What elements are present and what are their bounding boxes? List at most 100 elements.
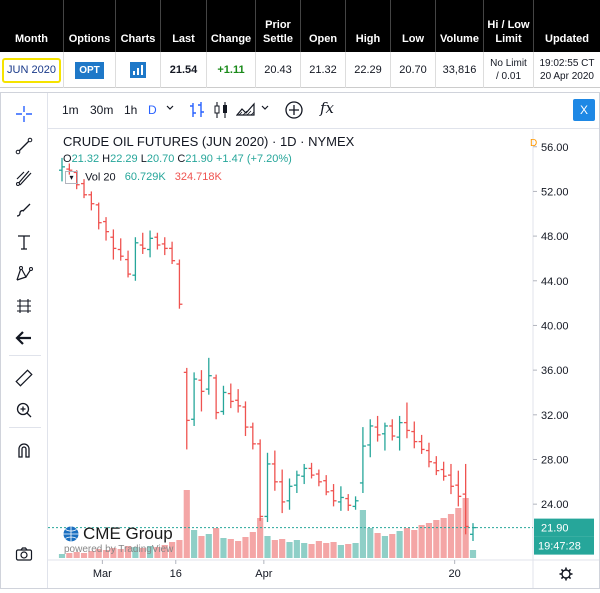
- header-change: Change: [206, 0, 255, 52]
- area-style-icon[interactable]: [235, 100, 256, 123]
- bars-style-icon[interactable]: [188, 100, 206, 123]
- bar-chart-icon[interactable]: [130, 62, 146, 78]
- ohlc-bar: [205, 357, 212, 395]
- gear-tooth: [560, 576, 564, 580]
- volume-bar: [447, 514, 455, 558]
- high-legend-value: 22.29: [110, 153, 138, 165]
- header-charts: Charts: [115, 0, 160, 52]
- volume-bar: [88, 551, 95, 558]
- updated-value: 19:02:55 CT 20 Apr 2020: [533, 52, 600, 88]
- high-value: 22.29: [345, 52, 390, 88]
- compare-add-icon[interactable]: [284, 100, 304, 123]
- ohlc-bar: [264, 452, 271, 523]
- volume-bar: [389, 534, 396, 558]
- volume-bar: [359, 510, 366, 558]
- quotes-header: Month Options Charts Last Change Prior S…: [0, 0, 600, 52]
- volume-bar: [80, 553, 88, 558]
- ohlc-bar: [213, 374, 220, 420]
- ohlc-bar: [367, 419, 374, 458]
- magnet-icon[interactable]: [13, 439, 35, 461]
- volume-bar: [352, 543, 359, 558]
- prediction-tool-icon[interactable]: [13, 295, 35, 317]
- trend-line-icon[interactable]: [13, 135, 35, 157]
- volume-bar: [102, 550, 110, 558]
- price-chart[interactable]: 56.00 52.00 48.00 44.00 40.00 36.00 32.00 28.00…: [48, 130, 599, 588]
- ohlc-bar: [279, 469, 286, 514]
- volume-bar: [198, 536, 205, 558]
- ohlc-bar: [411, 421, 418, 449]
- crosshair-icon[interactable]: [13, 103, 35, 125]
- cme-logo: CME Group: [62, 524, 173, 544]
- volume-bar: [257, 518, 264, 558]
- globe-icon: [63, 526, 79, 542]
- volume-bar: [58, 554, 66, 558]
- brush-icon[interactable]: [13, 199, 35, 221]
- ohlc-bar: [425, 442, 432, 468]
- chevron-down-icon[interactable]: [260, 102, 270, 117]
- interval-1h[interactable]: 1h: [124, 103, 138, 117]
- header-low: Low: [390, 0, 435, 52]
- pattern-tool-icon[interactable]: [13, 263, 35, 285]
- volume-bar: [124, 546, 132, 558]
- header-updated: Updated: [533, 0, 600, 52]
- chart-canvas[interactable]: 56.00 52.00 48.00 44.00 40.00 36.00 32.00 28.00…: [48, 130, 599, 588]
- ohlc-bar: [345, 494, 352, 511]
- low-legend-value: 20.70: [146, 153, 175, 165]
- opt-button[interactable]: OPT: [75, 61, 104, 79]
- chevron-down-icon[interactable]: [165, 102, 175, 117]
- ohlc-bar: [169, 241, 176, 265]
- volume-bar: [330, 542, 337, 558]
- volume-bar: [403, 528, 411, 558]
- gear-icon: [561, 569, 571, 579]
- header-volume: Volume: [435, 0, 483, 52]
- ohlc-bar: [117, 238, 124, 261]
- ohlc-bar: [110, 229, 117, 260]
- fib-tool-icon[interactable]: [13, 167, 35, 189]
- zoom-in-icon[interactable]: [13, 399, 35, 421]
- close-button[interactable]: X: [573, 99, 595, 121]
- ohlc-bar: [330, 484, 337, 507]
- volume-bar: [213, 528, 220, 558]
- ohlc-bar: [293, 470, 300, 493]
- interval-d[interactable]: D: [148, 103, 157, 117]
- ohlc-bar: [73, 170, 80, 190]
- back-arrow-icon[interactable]: [13, 327, 35, 349]
- price-tick-label: 32.00: [541, 410, 569, 422]
- ruler-icon[interactable]: [13, 367, 35, 389]
- quote-row: JUN 2020 OPT 21.54 +1.11 20.43 21.32 22.…: [0, 52, 600, 88]
- interval-30m[interactable]: 30m: [90, 103, 114, 117]
- volume-bar: [279, 539, 286, 558]
- ohlc-bar: [161, 237, 168, 256]
- text-tool-icon[interactable]: [13, 231, 35, 253]
- volume-value: 33,816: [435, 52, 483, 88]
- month-link[interactable]: JUN 2020: [2, 57, 61, 83]
- ohlc-legend: O21.32 H22.29 L20.70 C21.90 +1.47 (+7.20…: [63, 153, 292, 165]
- indicators-fx-icon[interactable]: fx: [320, 99, 335, 117]
- collapse-toggle-icon[interactable]: ▾: [65, 171, 78, 184]
- interval-1m[interactable]: 1m: [62, 103, 79, 117]
- month-cell[interactable]: JUN 2020: [0, 52, 63, 88]
- ohlc-bar: [132, 237, 139, 281]
- candles-style-icon[interactable]: [212, 100, 230, 123]
- camera-icon[interactable]: [13, 543, 35, 565]
- volume-bar: [381, 536, 389, 558]
- volume-bar: [374, 533, 381, 558]
- countdown-label-bg: [534, 536, 594, 555]
- volume-bar: [418, 525, 425, 558]
- ohlc-bar: [271, 450, 278, 491]
- volume-bar: [440, 518, 447, 558]
- volume-bar: [146, 546, 154, 558]
- time-tick-label: 16: [170, 568, 182, 580]
- ohlc-bar: [183, 367, 190, 450]
- cme-watermark: CME Group powered by TradingView: [62, 524, 173, 555]
- volume-bar: [345, 544, 352, 558]
- chart-title: CRUDE OIL FUTURES (JUN 2020) · 1D · NYME…: [63, 134, 355, 149]
- volume-bar: [117, 549, 124, 558]
- volume-bar: [301, 543, 308, 558]
- volume-bar: [66, 553, 73, 558]
- ohlc-bar: [337, 486, 344, 511]
- ohlc-bar: [125, 250, 132, 278]
- volume-bar: [264, 536, 271, 558]
- volume-bar: [176, 540, 183, 558]
- price-tick-label: 48.00: [541, 231, 569, 243]
